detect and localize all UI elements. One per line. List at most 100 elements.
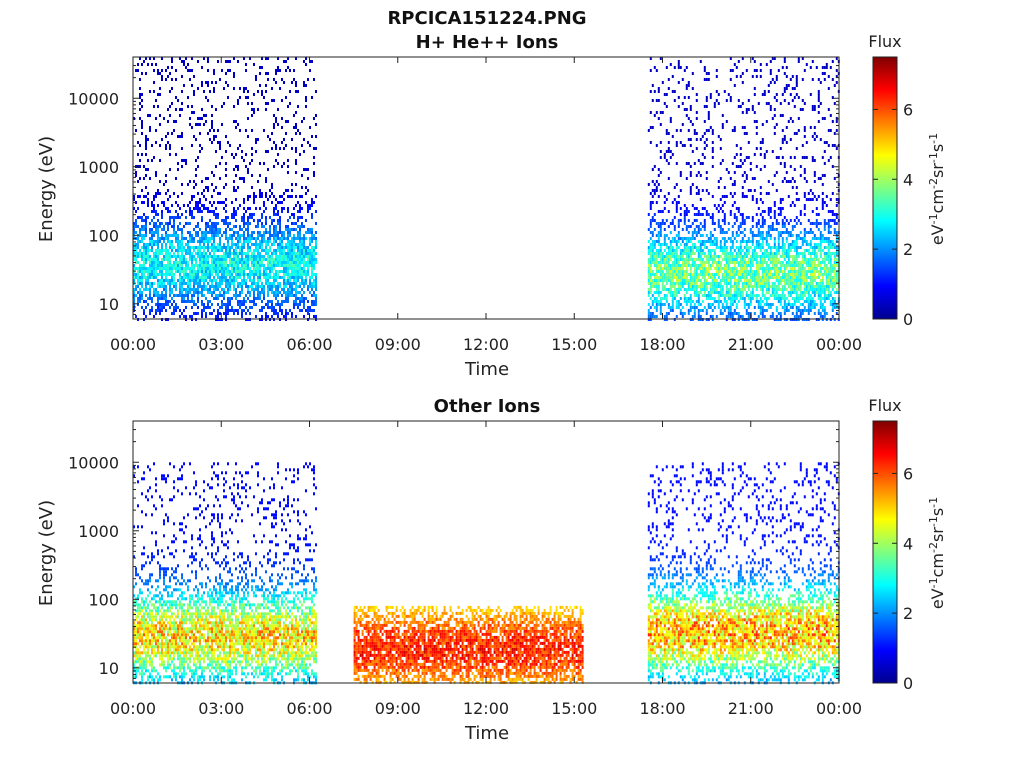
heatmap-cell (669, 258, 672, 261)
heatmap-cell (301, 270, 303, 273)
heatmap-cell (743, 297, 746, 300)
heatmap-cell (727, 252, 730, 255)
heatmap-cell (749, 273, 752, 276)
heatmap-cell (751, 276, 754, 279)
heatmap-cell (747, 237, 750, 240)
heatmap-cell (751, 216, 754, 219)
heatmap-cell (683, 96, 686, 99)
heatmap-cell (663, 102, 666, 105)
heatmap-cell (699, 285, 702, 288)
heatmap-cell (649, 246, 652, 249)
heatmap-cell (221, 270, 223, 273)
heatmap-cell (213, 174, 215, 177)
heatmap-cell (657, 294, 660, 297)
heatmap-cell (783, 90, 786, 93)
heatmap-cell (225, 204, 227, 207)
heatmap-cell (211, 81, 213, 84)
heatmap-cell (159, 273, 161, 276)
heatmap-cell (691, 234, 694, 237)
heatmap-cell (659, 111, 662, 114)
heatmap-cell (217, 192, 219, 195)
heatmap-cell (203, 258, 205, 261)
heatmap-cell (297, 273, 299, 276)
heatmap-cell (139, 78, 141, 81)
heatmap-cell (759, 198, 762, 201)
heatmap-cell (297, 285, 299, 288)
heatmap-cell (311, 258, 313, 261)
heatmap-cell (243, 243, 245, 246)
heatmap-cell (697, 159, 700, 162)
heatmap-cell (143, 309, 145, 312)
heatmap-cell (785, 228, 788, 231)
heatmap-cell (197, 207, 199, 210)
heatmap-cell (293, 237, 295, 240)
heatmap-cell (241, 219, 243, 222)
heatmap-cell (785, 87, 788, 90)
heatmap-cell (299, 246, 301, 249)
heatmap-cell (315, 195, 317, 198)
heatmap-cell (705, 210, 708, 213)
heatmap-cell (199, 201, 201, 204)
heatmap-cell (655, 99, 658, 102)
heatmap-cell (725, 264, 728, 267)
heatmap-cell (687, 129, 690, 132)
heatmap-cell (179, 288, 181, 291)
heatmap-cell (175, 303, 177, 306)
heatmap-cell (251, 216, 253, 219)
heatmap-cell (283, 300, 285, 303)
heatmap-cell (733, 192, 736, 195)
heatmap-cell (229, 60, 231, 63)
heatmap-cell (235, 309, 237, 312)
heatmap-cell (165, 285, 167, 288)
heatmap-cell (785, 252, 788, 255)
heatmap-cell (719, 267, 722, 270)
heatmap-cell (171, 276, 173, 279)
heatmap-cell (271, 303, 273, 306)
heatmap-cell (671, 249, 674, 252)
heatmap-cell (755, 69, 758, 72)
heatmap-cell (183, 309, 185, 312)
heatmap-cell (143, 165, 145, 168)
heatmap-cell (253, 258, 255, 261)
heatmap-cell (311, 234, 313, 237)
heatmap-cell (213, 258, 215, 261)
heatmap-cell (683, 276, 686, 279)
heatmap-cell (795, 198, 798, 201)
heatmap-cell (657, 255, 660, 258)
heatmap-cell (723, 258, 726, 261)
heatmap-cell (791, 267, 794, 270)
heatmap-cell (665, 294, 668, 297)
heatmap-cell (779, 294, 782, 297)
heatmap-cell (733, 129, 736, 132)
heatmap-cell (793, 297, 796, 300)
heatmap-cell (175, 258, 177, 261)
heatmap-cell (183, 204, 185, 207)
heatmap-cell (163, 303, 165, 306)
heatmap-cell (195, 252, 197, 255)
heatmap-cell (169, 264, 171, 267)
heatmap-cell (265, 240, 267, 243)
heatmap-cell (215, 216, 217, 219)
heatmap-cell (655, 273, 658, 276)
heatmap-cell (275, 228, 277, 231)
heatmap-cell (185, 243, 187, 246)
heatmap-cell (201, 291, 203, 294)
heatmap-cell (281, 309, 283, 312)
heatmap-cell (229, 309, 231, 312)
heatmap-cell (773, 267, 776, 270)
heatmap-cell (285, 258, 287, 261)
heatmap-cell (233, 156, 235, 159)
heatmap-cell (795, 285, 798, 288)
heatmap-cell (713, 105, 716, 108)
heatmap-cell (147, 276, 149, 279)
heatmap-cell (235, 189, 237, 192)
heatmap-cell (305, 297, 307, 300)
heatmap-cell (137, 303, 139, 306)
heatmap-cell (247, 237, 249, 240)
heatmap-cell (671, 279, 674, 282)
heatmap-cell (303, 270, 305, 273)
heatmap-cell (223, 87, 225, 90)
heatmap-cell (233, 264, 235, 267)
heatmap-cell (277, 162, 279, 165)
heatmap-cell (713, 285, 716, 288)
